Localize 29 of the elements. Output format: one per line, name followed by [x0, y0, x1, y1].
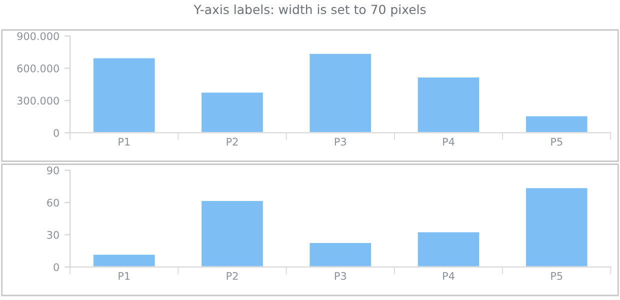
- bar: [524, 186, 589, 267]
- y-tick-label: 0: [54, 263, 59, 272]
- bar: [416, 76, 481, 133]
- x-tick-label: P4: [443, 138, 454, 146]
- y-tick-label: 0: [54, 128, 59, 137]
- x-tick-label: P5: [551, 138, 562, 146]
- x-tick-label: P2: [226, 272, 238, 280]
- y-tick-label: 60: [47, 198, 59, 207]
- y-tick-label: 900.000: [17, 32, 59, 40]
- y-tick-label: 90: [47, 166, 59, 174]
- bar: [524, 114, 589, 133]
- x-tick-label: P2: [226, 138, 238, 146]
- y-tick-label: 300.000: [17, 96, 59, 105]
- bar: [200, 200, 264, 267]
- x-tick-label: P3: [334, 272, 346, 280]
- bar: [416, 230, 481, 267]
- x-tick-label: P4: [443, 272, 454, 280]
- y-tick-label: 30: [47, 230, 59, 239]
- bar: [92, 56, 156, 133]
- bar: [92, 253, 156, 267]
- x-tick-label: P5: [551, 272, 562, 280]
- x-tick-label: P1: [118, 272, 130, 280]
- bar: [200, 91, 264, 133]
- bar: [308, 52, 372, 133]
- x-tick-label: P3: [334, 138, 346, 146]
- x-tick-label: P1: [118, 138, 130, 146]
- chart-title: Y-axis labels: width is set to 70 pixels: [194, 4, 426, 17]
- y-tick-label: 600.000: [17, 64, 59, 72]
- bar: [308, 242, 372, 267]
